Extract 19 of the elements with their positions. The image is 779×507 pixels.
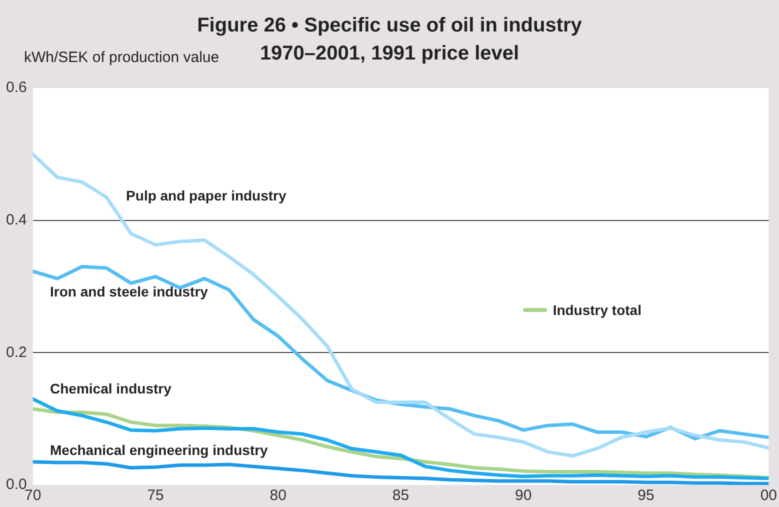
x-tick-label: 70: [24, 487, 42, 504]
x-tick-label: 95: [638, 487, 654, 504]
y-axis-title: kWh/SEK of production value: [24, 49, 220, 66]
x-tick-label: 75: [147, 487, 164, 504]
chart-subtitle: 1970–2001, 1991 price level: [260, 42, 520, 65]
y-tick-label: 0.2: [6, 344, 27, 361]
x-tick-label: 90: [515, 487, 532, 504]
x-tick-label: 80: [270, 487, 286, 504]
y-tick-label: 0.4: [6, 211, 27, 228]
series-label: Iron and steele industry: [50, 283, 208, 300]
x-tick-label: 00: [760, 487, 777, 504]
y-tick-label: 0.0: [6, 476, 27, 494]
series-label: Pulp and paper industry: [126, 187, 287, 204]
series-label: Chemical industry: [50, 380, 172, 397]
x-tick-label: 85: [392, 487, 410, 504]
y-tick-label: 0.6: [6, 79, 27, 96]
legend-label: Industry total: [552, 302, 642, 318]
chart-title: Figure 26 • Specific use of oil in industry: [197, 14, 583, 37]
series-label: Mechanical engineering industry: [50, 442, 268, 458]
